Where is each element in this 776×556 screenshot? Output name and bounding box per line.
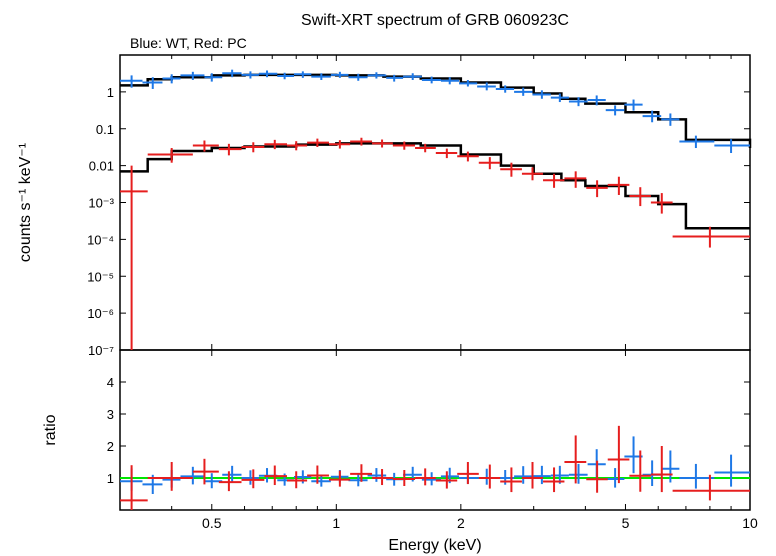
svg-text:10: 10 bbox=[742, 515, 758, 531]
svg-text:Swift-XRT spectrum of GRB 0609: Swift-XRT spectrum of GRB 060923C bbox=[301, 12, 569, 29]
svg-text:10⁻⁶: 10⁻⁶ bbox=[87, 306, 114, 321]
svg-text:ratio: ratio bbox=[42, 414, 59, 445]
svg-text:1: 1 bbox=[107, 471, 114, 486]
svg-text:Blue: WT, Red: PC: Blue: WT, Red: PC bbox=[130, 35, 247, 51]
svg-text:4: 4 bbox=[107, 375, 114, 390]
svg-text:10⁻⁵: 10⁻⁵ bbox=[87, 269, 114, 284]
chart-svg: 0.5 1 2 5 10 10⁻⁷ 10⁻⁶ 10⁻⁵ 10⁻⁴ 10⁻³ 0.01 0.1 1 1 2 3 4… bbox=[0, 0, 776, 556]
svg-text:1: 1 bbox=[107, 85, 114, 100]
svg-text:10⁻³: 10⁻³ bbox=[88, 196, 114, 211]
svg-text:0.5: 0.5 bbox=[202, 515, 222, 531]
svg-text:5: 5 bbox=[622, 515, 630, 531]
svg-text:10⁻⁴: 10⁻⁴ bbox=[87, 232, 114, 247]
svg-text:3: 3 bbox=[107, 407, 114, 422]
svg-text:1: 1 bbox=[332, 515, 340, 531]
svg-text:Energy (keV): Energy (keV) bbox=[388, 537, 481, 554]
svg-text:0.01: 0.01 bbox=[89, 159, 114, 174]
svg-text:2: 2 bbox=[107, 439, 114, 454]
svg-text:0.1: 0.1 bbox=[96, 122, 114, 137]
spectrum-chart: 0.5 1 2 5 10 10⁻⁷ 10⁻⁶ 10⁻⁵ 10⁻⁴ 10⁻³ 0.01 0.1 1 1 2 3 4… bbox=[0, 0, 776, 556]
svg-text:counts s⁻¹ keV⁻¹: counts s⁻¹ keV⁻¹ bbox=[17, 143, 34, 262]
svg-text:2: 2 bbox=[457, 515, 465, 531]
svg-text:10⁻⁷: 10⁻⁷ bbox=[88, 343, 114, 358]
